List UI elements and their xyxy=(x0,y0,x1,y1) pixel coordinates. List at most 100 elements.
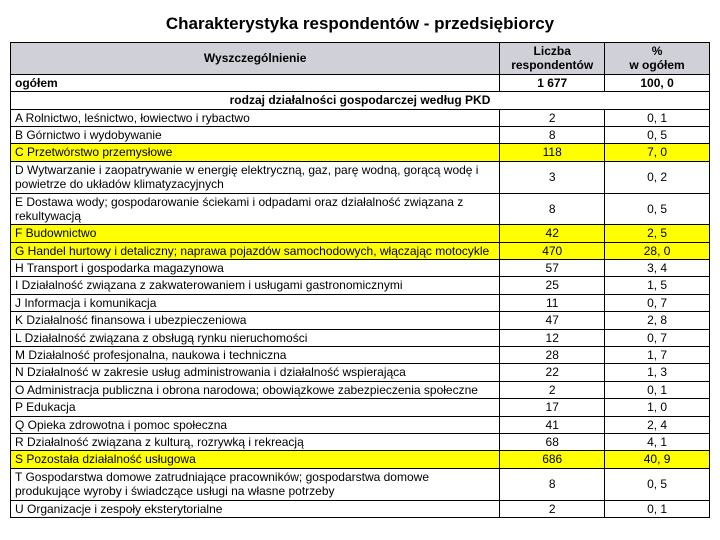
table-row: H Transport i gospodarka magazynowa573, … xyxy=(11,260,710,277)
row-count: 2 xyxy=(500,109,605,126)
row-count: 8 xyxy=(500,193,605,225)
table-row: A Rolnictwo, leśnictwo, łowiectwo i ryba… xyxy=(11,109,710,126)
row-label: D Wytwarzanie i zaopatrywanie w energię … xyxy=(11,161,500,193)
col-header-name: Wyszczególnienie xyxy=(11,43,500,75)
row-count: 8 xyxy=(500,468,605,500)
total-row: ogółem 1 677 100, 0 xyxy=(11,74,710,91)
col-header-pct-line1: % xyxy=(652,44,663,58)
table-row: R Działalność związana z kulturą, rozryw… xyxy=(11,433,710,450)
table-header-row: Wyszczególnienie Liczba respondentów % w… xyxy=(11,43,710,75)
row-pct: 1, 5 xyxy=(605,277,710,294)
row-label: A Rolnictwo, leśnictwo, łowiectwo i ryba… xyxy=(11,109,500,126)
row-pct: 1, 3 xyxy=(605,364,710,381)
row-label: N Działalność w zakresie usług administr… xyxy=(11,364,500,381)
total-count: 1 677 xyxy=(500,74,605,91)
row-count: 41 xyxy=(500,416,605,433)
row-count: 686 xyxy=(500,451,605,468)
table-row: P Edukacja171, 0 xyxy=(11,399,710,416)
row-label: B Górnictwo i wydobywanie xyxy=(11,126,500,143)
row-pct: 2, 8 xyxy=(605,312,710,329)
table-row: F Budownictwo422, 5 xyxy=(11,225,710,242)
table-row: K Działalność finansowa i ubezpieczeniow… xyxy=(11,312,710,329)
row-pct: 3, 4 xyxy=(605,260,710,277)
total-label: ogółem xyxy=(11,74,500,91)
row-count: 470 xyxy=(500,242,605,259)
row-label: O Administracja publiczna i obrona narod… xyxy=(11,381,500,398)
row-label: Q Opieka zdrowotna i pomoc społeczna xyxy=(11,416,500,433)
row-label: E Dostawa wody; gospodarowanie ściekami … xyxy=(11,193,500,225)
row-pct: 28, 0 xyxy=(605,242,710,259)
table-row: N Działalność w zakresie usług administr… xyxy=(11,364,710,381)
row-pct: 0, 7 xyxy=(605,329,710,346)
row-pct: 0, 5 xyxy=(605,468,710,500)
table-body: ogółem 1 677 100, 0 rodzaj działalności … xyxy=(11,74,710,517)
row-pct: 0, 2 xyxy=(605,161,710,193)
row-count: 17 xyxy=(500,399,605,416)
row-label: H Transport i gospodarka magazynowa xyxy=(11,260,500,277)
row-count: 11 xyxy=(500,294,605,311)
respondents-table: Wyszczególnienie Liczba respondentów % w… xyxy=(10,42,710,518)
table-row: C Przetwórstwo przemysłowe1187, 0 xyxy=(11,144,710,161)
total-pct: 100, 0 xyxy=(605,74,710,91)
col-header-count-line1: Liczba xyxy=(534,44,571,58)
table-row: E Dostawa wody; gospodarowanie ściekami … xyxy=(11,193,710,225)
row-label: J Informacja i komunikacja xyxy=(11,294,500,311)
table-row: I Działalność związana z zakwaterowaniem… xyxy=(11,277,710,294)
row-label: K Działalność finansowa i ubezpieczeniow… xyxy=(11,312,500,329)
row-count: 2 xyxy=(500,381,605,398)
row-pct: 4, 1 xyxy=(605,433,710,450)
table-row: O Administracja publiczna i obrona narod… xyxy=(11,381,710,398)
row-pct: 1, 0 xyxy=(605,399,710,416)
row-label: C Przetwórstwo przemysłowe xyxy=(11,144,500,161)
row-pct: 1, 7 xyxy=(605,347,710,364)
table-row: J Informacja i komunikacja110, 7 xyxy=(11,294,710,311)
row-pct: 0, 1 xyxy=(605,500,710,517)
page-title: Charakterystyka respondentów - przedsięb… xyxy=(10,14,710,34)
section-header: rodzaj działalności gospodarczej według … xyxy=(11,92,710,109)
row-label: T Gospodarstwa domowe zatrudniające prac… xyxy=(11,468,500,500)
row-count: 3 xyxy=(500,161,605,193)
row-count: 42 xyxy=(500,225,605,242)
row-label: S Pozostała działalność usługowa xyxy=(11,451,500,468)
table-row: M Działalność profesjonalna, naukowa i t… xyxy=(11,347,710,364)
row-label: I Działalność związana z zakwaterowaniem… xyxy=(11,277,500,294)
row-label: L Działalność związana z obsługą rynku n… xyxy=(11,329,500,346)
col-header-count: Liczba respondentów xyxy=(500,43,605,75)
table-row: U Organizacje i zespoły eksterytorialne2… xyxy=(11,500,710,517)
col-header-pct: % w ogółem xyxy=(605,43,710,75)
row-count: 118 xyxy=(500,144,605,161)
row-label: F Budownictwo xyxy=(11,225,500,242)
row-count: 25 xyxy=(500,277,605,294)
row-pct: 0, 7 xyxy=(605,294,710,311)
row-label: M Działalność profesjonalna, naukowa i t… xyxy=(11,347,500,364)
table-row: B Górnictwo i wydobywanie80, 5 xyxy=(11,126,710,143)
row-label: U Organizacje i zespoły eksterytorialne xyxy=(11,500,500,517)
row-count: 22 xyxy=(500,364,605,381)
row-pct: 7, 0 xyxy=(605,144,710,161)
col-header-pct-line2: w ogółem xyxy=(629,58,684,72)
row-pct: 0, 5 xyxy=(605,126,710,143)
row-pct: 40, 9 xyxy=(605,451,710,468)
col-header-count-line2: respondentów xyxy=(511,58,593,72)
row-pct: 2, 5 xyxy=(605,225,710,242)
section-row: rodzaj działalności gospodarczej według … xyxy=(11,92,710,109)
row-count: 8 xyxy=(500,126,605,143)
table-row: T Gospodarstwa domowe zatrudniające prac… xyxy=(11,468,710,500)
row-pct: 0, 5 xyxy=(605,193,710,225)
row-count: 2 xyxy=(500,500,605,517)
row-count: 57 xyxy=(500,260,605,277)
row-pct: 0, 1 xyxy=(605,381,710,398)
row-count: 68 xyxy=(500,433,605,450)
row-label: G Handel hurtowy i detaliczny; naprawa p… xyxy=(11,242,500,259)
row-pct: 0, 1 xyxy=(605,109,710,126)
row-pct: 2, 4 xyxy=(605,416,710,433)
row-count: 28 xyxy=(500,347,605,364)
table-row: G Handel hurtowy i detaliczny; naprawa p… xyxy=(11,242,710,259)
row-label: P Edukacja xyxy=(11,399,500,416)
row-count: 47 xyxy=(500,312,605,329)
table-row: Q Opieka zdrowotna i pomoc społeczna412,… xyxy=(11,416,710,433)
row-label: R Działalność związana z kulturą, rozryw… xyxy=(11,433,500,450)
table-row: L Działalność związana z obsługą rynku n… xyxy=(11,329,710,346)
row-count: 12 xyxy=(500,329,605,346)
table-row: D Wytwarzanie i zaopatrywanie w energię … xyxy=(11,161,710,193)
